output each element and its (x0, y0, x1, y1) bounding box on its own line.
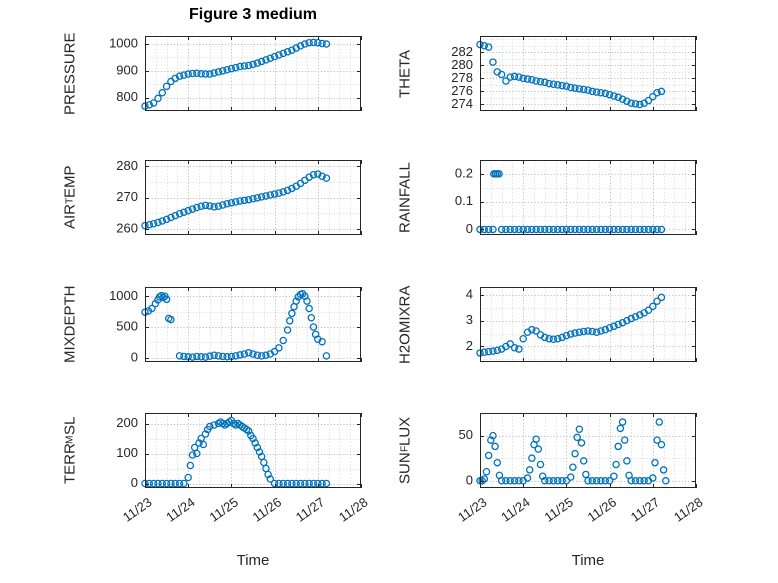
figure-title: Figure 3 medium (188, 6, 318, 23)
plot-canvas-theta (420, 26, 710, 121)
plot-canvas-pressure (85, 26, 375, 121)
subplot-terr-msl: TERR M SL (55, 403, 375, 563)
plot-canvas-terr-msl (85, 403, 375, 563)
y-axis-label-terr-msl: TERR M SL (61, 416, 79, 485)
subplot-pressure: PRESSURE (55, 26, 375, 121)
y-axis-label-pressure: PRESSURE (61, 32, 79, 115)
plot-canvas-air-temp (85, 150, 375, 245)
x-axis-label-left: Time (236, 552, 270, 569)
plot-canvas-mixdepth (85, 277, 375, 372)
subplot-rainfall: RAINFALL (390, 150, 710, 245)
plot-canvas-sun-flux (420, 403, 710, 563)
y-axis-label-rainfall: RAINFALL (396, 162, 414, 233)
y-axis-label-theta: THETA (396, 49, 414, 98)
subplot-theta: THETA (390, 26, 710, 121)
subplot-h2omixra: H2OMIXRA (390, 277, 710, 372)
subplot-mixdepth: MIXDEPTH (55, 277, 375, 372)
subplot-sun-flux: SUN F LUX (390, 403, 710, 563)
x-axis-label-right: Time (571, 552, 605, 569)
y-axis-label-mixdepth: MIXDEPTH (61, 285, 79, 364)
subplot-air-temp: AIR T EMP (55, 150, 375, 245)
y-axis-label-air-temp: AIR T EMP (61, 165, 79, 230)
y-axis-label-sun-flux: SUN F LUX (396, 416, 414, 485)
plot-canvas-h2omixra (420, 277, 710, 372)
y-axis-label-h2omixra: H2OMIXRA (396, 285, 414, 364)
plot-canvas-rainfall (420, 150, 710, 245)
